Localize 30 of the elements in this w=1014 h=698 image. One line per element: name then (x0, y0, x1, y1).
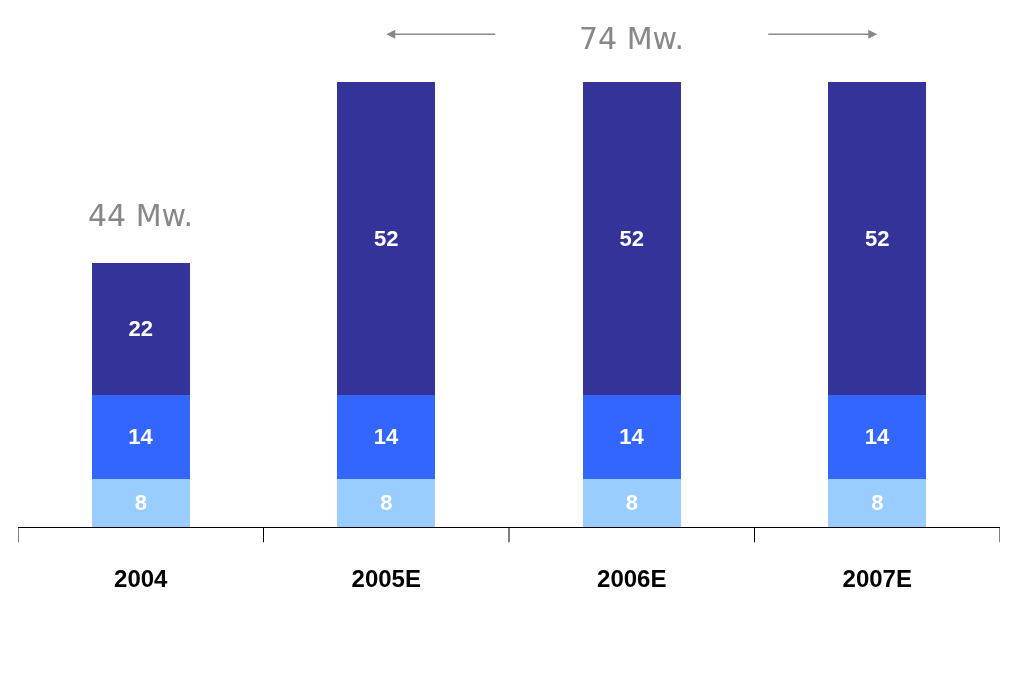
bar (828, 478, 927, 527)
bar (91, 394, 190, 479)
data-label: 14 (619, 424, 645, 450)
data-label: 52 (374, 226, 399, 252)
data-label: 52 (619, 226, 644, 252)
bar (337, 394, 436, 479)
bar (91, 478, 190, 527)
data-label: 8 (380, 490, 393, 516)
bar (337, 478, 436, 527)
bar (582, 394, 681, 479)
bar (582, 478, 681, 527)
data-label: 14 (373, 424, 399, 450)
data-label: 14 (128, 424, 154, 450)
data-label: 52 (865, 226, 890, 252)
data-label: 22 (128, 316, 153, 342)
data-label: 8 (871, 490, 884, 516)
bar (582, 82, 681, 395)
x-tick-label: 2007E (842, 564, 912, 592)
bar (91, 262, 190, 395)
x-tick-label: 2005E (351, 564, 421, 592)
bar (337, 82, 436, 395)
bar (828, 394, 927, 479)
data-label: 14 (864, 424, 890, 450)
annotation: 74 Mw. (579, 21, 684, 56)
annotation: 44 Mw. (88, 198, 193, 233)
x-tick-label: 2004 (114, 564, 169, 592)
x-tick-label: 2006E (597, 564, 667, 592)
data-label: 8 (625, 490, 638, 516)
bar (828, 82, 927, 395)
data-label: 8 (134, 490, 147, 516)
